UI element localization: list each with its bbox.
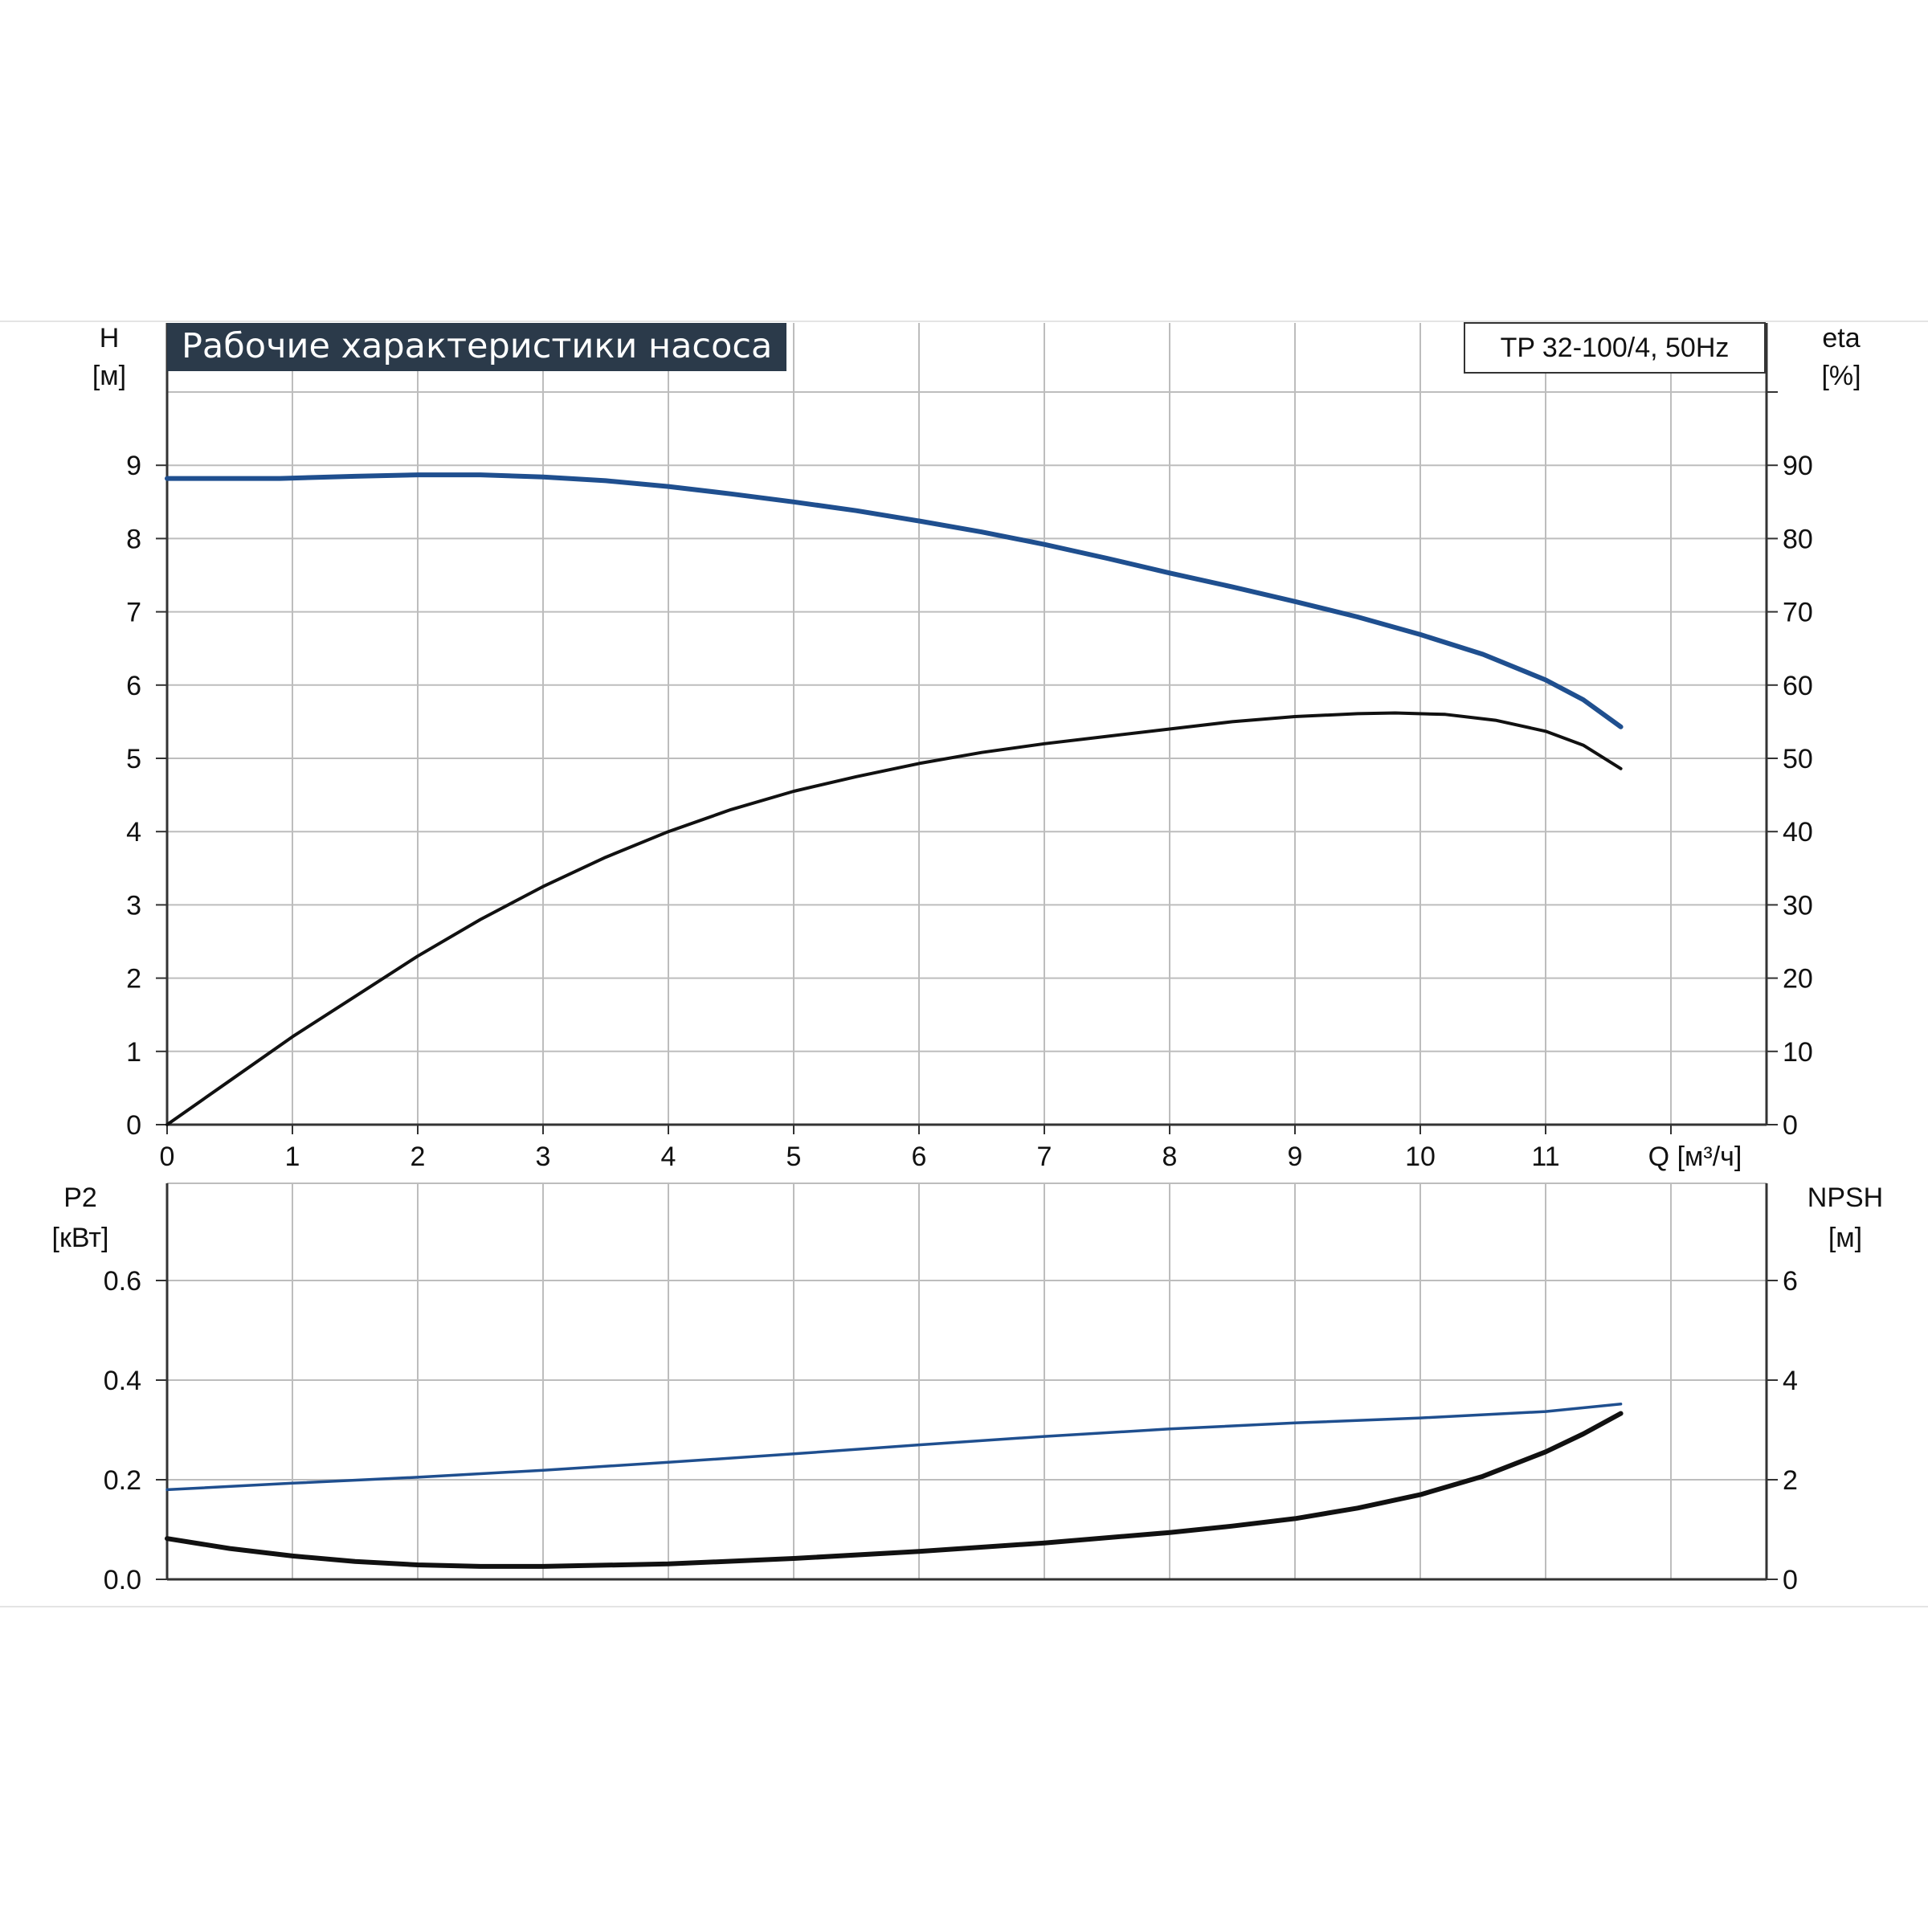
bottom-right-axis-unit: [м]: [1828, 1223, 1862, 1253]
top-left-tick-label: 9: [126, 451, 141, 481]
top-left-axis-unit: [м]: [92, 361, 126, 391]
top-left-tick-label: 4: [126, 817, 141, 848]
x-tick-label: 0: [160, 1142, 175, 1172]
top-right-tick-label: 10: [1783, 1037, 1813, 1068]
title-box: [167, 323, 786, 371]
top-right-tick-label: 20: [1783, 964, 1813, 995]
grid-layer: [167, 323, 1767, 1579]
top-left-tick-label: 2: [126, 964, 141, 995]
bottom-right-axis-label: NPSH: [1808, 1182, 1883, 1213]
top-right-tick-label: 30: [1783, 890, 1813, 921]
power-p2-curve-line: [165, 1403, 1623, 1492]
top-left-tick-label: 3: [126, 890, 141, 921]
top-right-tick-label: 60: [1783, 671, 1813, 701]
top-left-tick-label: 0: [126, 1110, 141, 1141]
top-left-tick-label: 8: [126, 524, 141, 554]
x-tick-label: 7: [1037, 1142, 1052, 1172]
x-tick-label: 6: [912, 1142, 927, 1172]
x-tick-label: 4: [661, 1142, 676, 1172]
top-right-tick-label: 90: [1783, 451, 1813, 481]
bottom-right-tick-label: 4: [1783, 1366, 1798, 1396]
top-left-tick-label: 7: [126, 598, 141, 628]
bottom-right-tick-label: 6: [1783, 1266, 1798, 1297]
top-right-axis-unit: [%]: [1821, 361, 1861, 391]
chart-title: Рабочие характеристики насоса: [182, 326, 772, 366]
top-right-axis-label: eta: [1822, 323, 1860, 353]
bottom-left-axis-label: P2: [63, 1182, 97, 1213]
bottom-right-tick-label: 0: [1783, 1565, 1798, 1595]
npsh-curve-line: [165, 1411, 1624, 1569]
bottom-left-tick-label: 0.6: [104, 1266, 141, 1297]
bottom-right-tick-label: 2: [1783, 1465, 1798, 1496]
x-tick-label: 3: [536, 1142, 551, 1172]
top-left-tick-label: 1: [126, 1037, 141, 1068]
bottom-left-axis-unit: [кВт]: [52, 1223, 109, 1253]
series-layer: [165, 472, 1624, 1569]
model-label-box: [1464, 322, 1766, 374]
top-left-tick-label: 6: [126, 671, 141, 701]
x-axis-label: Q [м³/ч]: [1648, 1142, 1742, 1172]
bottom-left-tick-label: 0.4: [104, 1366, 141, 1396]
top-left-axis-label: H: [100, 323, 120, 353]
x-tick-label: 10: [1405, 1142, 1436, 1172]
bottom-left-tick-label: 0.0: [104, 1565, 141, 1595]
x-tick-label: 11: [1531, 1142, 1559, 1172]
top-right-tick-label: 80: [1783, 524, 1813, 554]
x-tick-label: 1: [285, 1142, 300, 1172]
top-left-tick-label: 5: [126, 744, 141, 774]
top-right-tick-label: 40: [1783, 817, 1813, 848]
bottom-left-tick-label: 0.2: [104, 1465, 141, 1496]
x-tick-label: 2: [411, 1142, 426, 1172]
top-right-tick-label: 0: [1783, 1110, 1798, 1141]
x-tick-label: 9: [1288, 1142, 1303, 1172]
efficiency-curve-line: [165, 711, 1623, 1126]
x-tick-label: 8: [1162, 1142, 1178, 1172]
top-right-tick-label: 70: [1783, 598, 1813, 628]
top-right-tick-label: 50: [1783, 744, 1813, 774]
head-curve-line: [165, 472, 1624, 729]
x-tick-label: 5: [786, 1142, 802, 1172]
model-label: TP 32-100/4, 50Hz: [1501, 333, 1730, 363]
